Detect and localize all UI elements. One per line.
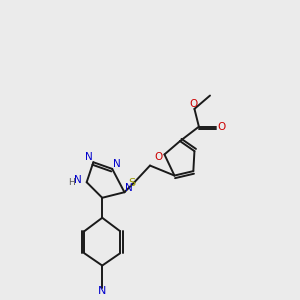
Text: O: O xyxy=(217,122,225,132)
Text: N: N xyxy=(113,159,121,169)
Text: O: O xyxy=(155,152,163,162)
Text: O: O xyxy=(189,99,197,110)
Text: N: N xyxy=(125,183,133,193)
Text: S: S xyxy=(129,178,136,188)
Text: H: H xyxy=(68,178,75,187)
Text: N: N xyxy=(85,152,93,162)
Text: N: N xyxy=(74,176,82,185)
Text: N: N xyxy=(98,286,106,296)
